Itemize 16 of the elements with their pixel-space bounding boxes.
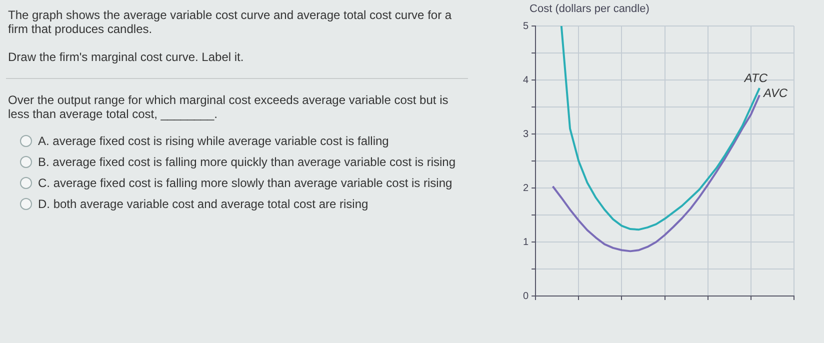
text: The graph shows the average variable cost curve and average total cost curve for a firm that produces candles.	[8, 8, 453, 36]
y-tick-label: 1	[523, 236, 529, 248]
text: D. both average variable cost and average total cost are rising	[38, 197, 368, 211]
y-tick-label: 4	[523, 74, 529, 86]
text: A. average fixed cost is rising while average variable cost is falling	[38, 134, 389, 148]
y-tick-label: 0	[523, 290, 529, 302]
y-axis-title: Cost (dollars per candle)	[530, 3, 650, 15]
y-tick-label: 5	[523, 20, 529, 32]
text: Draw the firm's marginal cost curve. Label it.	[8, 50, 245, 64]
y-tick-label: 2	[523, 182, 529, 194]
y-tick-label: 3	[523, 128, 529, 140]
text: C. average fixed cost is falling more slowly than average variable cost is rising	[38, 176, 452, 190]
text: B. average fixed cost is falling more quickly than average variable cost is rising	[38, 155, 456, 169]
text: Over the output range for which marginal cost exceeds average variable cost but is less than average total cost, ________.	[8, 93, 450, 121]
series-label: ATC	[743, 71, 768, 86]
series-label: AVC	[762, 86, 788, 100]
